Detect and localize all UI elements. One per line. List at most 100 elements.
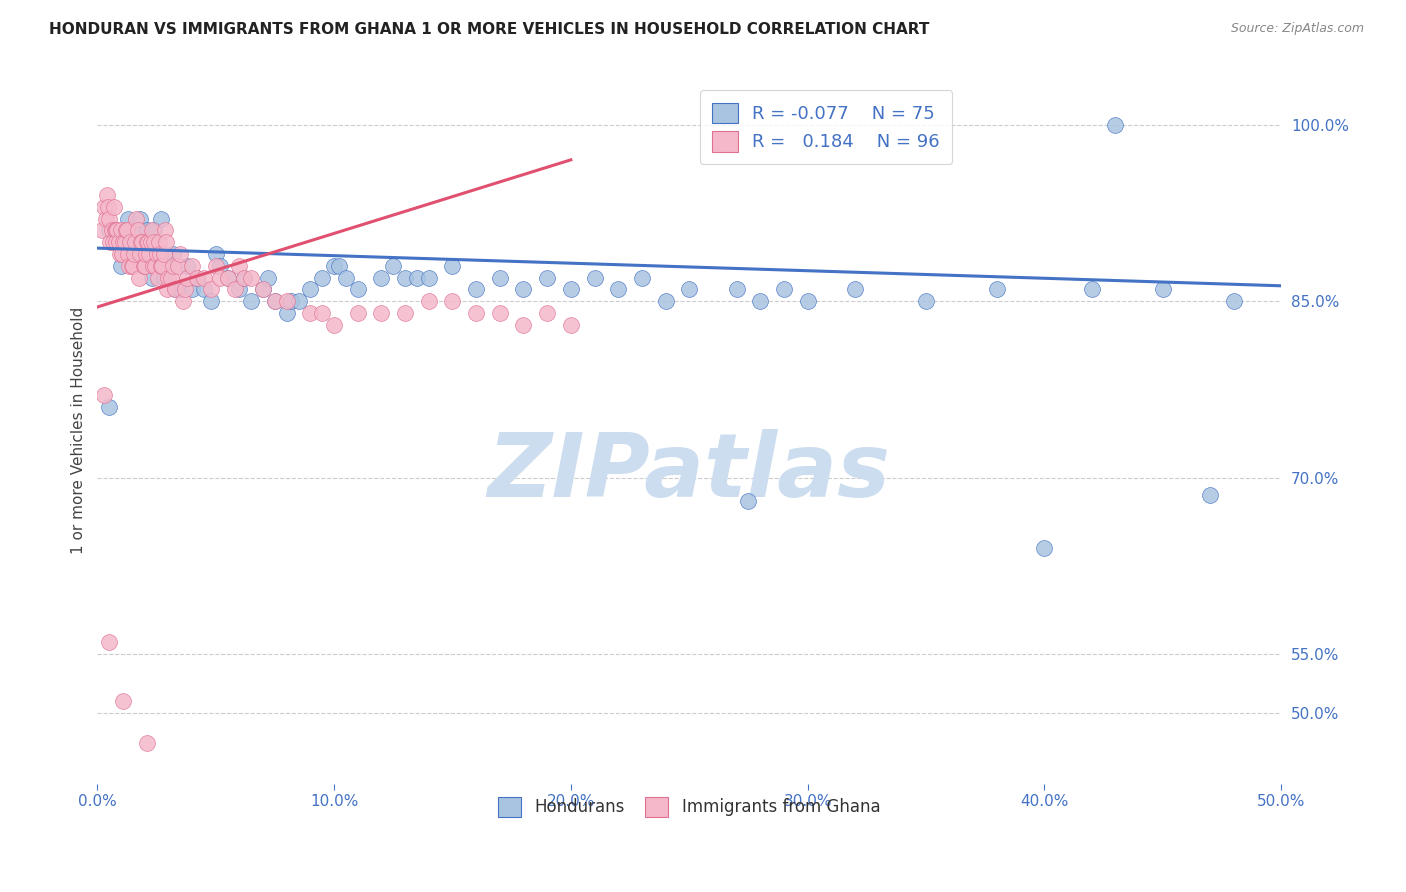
Point <box>441 294 464 309</box>
Point <box>488 306 510 320</box>
Point <box>749 294 772 309</box>
Point <box>97 200 120 214</box>
Point <box>135 735 157 749</box>
Point <box>118 259 141 273</box>
Point <box>114 235 136 250</box>
Point <box>346 306 368 320</box>
Point <box>370 306 392 320</box>
Point <box>136 235 159 250</box>
Point <box>117 211 139 226</box>
Point <box>560 318 582 332</box>
Point <box>276 294 298 309</box>
Point <box>100 223 122 237</box>
Point <box>465 306 488 320</box>
Point <box>108 247 131 261</box>
Point <box>233 270 256 285</box>
Point <box>176 270 198 285</box>
Point <box>204 259 226 273</box>
Point <box>115 223 138 237</box>
Point <box>157 270 180 285</box>
Y-axis label: 1 or more Vehicles in Household: 1 or more Vehicles in Household <box>72 307 86 554</box>
Point <box>124 223 146 237</box>
Point <box>186 270 208 285</box>
Text: ZIPatlas: ZIPatlas <box>488 429 891 516</box>
Point <box>128 270 150 285</box>
Point <box>141 270 163 285</box>
Point <box>149 247 172 261</box>
Point <box>536 270 558 285</box>
Point <box>264 294 287 309</box>
Point <box>104 223 127 237</box>
Legend: Hondurans, Immigrants from Ghana: Hondurans, Immigrants from Ghana <box>489 789 889 825</box>
Point <box>169 247 191 261</box>
Point <box>114 235 136 250</box>
Point <box>323 259 346 273</box>
Point <box>145 247 167 261</box>
Point <box>129 211 152 226</box>
Point <box>152 270 174 285</box>
Point <box>174 282 197 296</box>
Point <box>98 400 121 414</box>
Point <box>217 270 239 285</box>
Point <box>209 270 232 285</box>
Point <box>98 211 121 226</box>
Point <box>162 259 184 273</box>
Point <box>287 294 309 309</box>
Point <box>280 294 302 309</box>
Point <box>1199 488 1222 502</box>
Point <box>138 235 160 250</box>
Point <box>654 294 676 309</box>
Point <box>512 318 534 332</box>
Point <box>138 247 160 261</box>
Point <box>200 282 222 296</box>
Point <box>678 282 700 296</box>
Point <box>122 247 145 261</box>
Point <box>441 259 464 273</box>
Point <box>98 223 121 237</box>
Point <box>152 247 174 261</box>
Point <box>121 247 143 261</box>
Point <box>132 259 155 273</box>
Point <box>915 294 938 309</box>
Point <box>100 235 122 250</box>
Point <box>127 247 149 261</box>
Point <box>139 235 162 250</box>
Point <box>1222 294 1244 309</box>
Point <box>105 223 128 237</box>
Point <box>94 211 117 226</box>
Point <box>166 259 188 273</box>
Point <box>165 282 187 296</box>
Point <box>98 635 121 649</box>
Point <box>91 223 114 237</box>
Point <box>129 247 152 261</box>
Point <box>299 306 322 320</box>
Point <box>135 247 157 261</box>
Point <box>725 282 748 296</box>
Point <box>328 259 350 273</box>
Point <box>157 259 180 273</box>
Point <box>382 259 405 273</box>
Point <box>127 223 149 237</box>
Point <box>93 388 115 402</box>
Text: Source: ZipAtlas.com: Source: ZipAtlas.com <box>1230 22 1364 36</box>
Point <box>631 270 654 285</box>
Point <box>150 211 173 226</box>
Point <box>121 259 143 273</box>
Point <box>101 235 124 250</box>
Point <box>96 188 118 202</box>
Point <box>370 270 392 285</box>
Point <box>311 270 333 285</box>
Point <box>134 259 156 273</box>
Point <box>117 247 139 261</box>
Point <box>276 306 298 320</box>
Point <box>111 694 134 708</box>
Point <box>986 282 1008 296</box>
Point <box>181 259 204 273</box>
Point <box>150 259 173 273</box>
Point <box>394 270 416 285</box>
Point <box>107 223 129 237</box>
Point <box>103 200 125 214</box>
Point <box>125 211 148 226</box>
Text: HONDURAN VS IMMIGRANTS FROM GHANA 1 OR MORE VEHICLES IN HOUSEHOLD CORRELATION CH: HONDURAN VS IMMIGRANTS FROM GHANA 1 OR M… <box>49 22 929 37</box>
Point <box>176 259 198 273</box>
